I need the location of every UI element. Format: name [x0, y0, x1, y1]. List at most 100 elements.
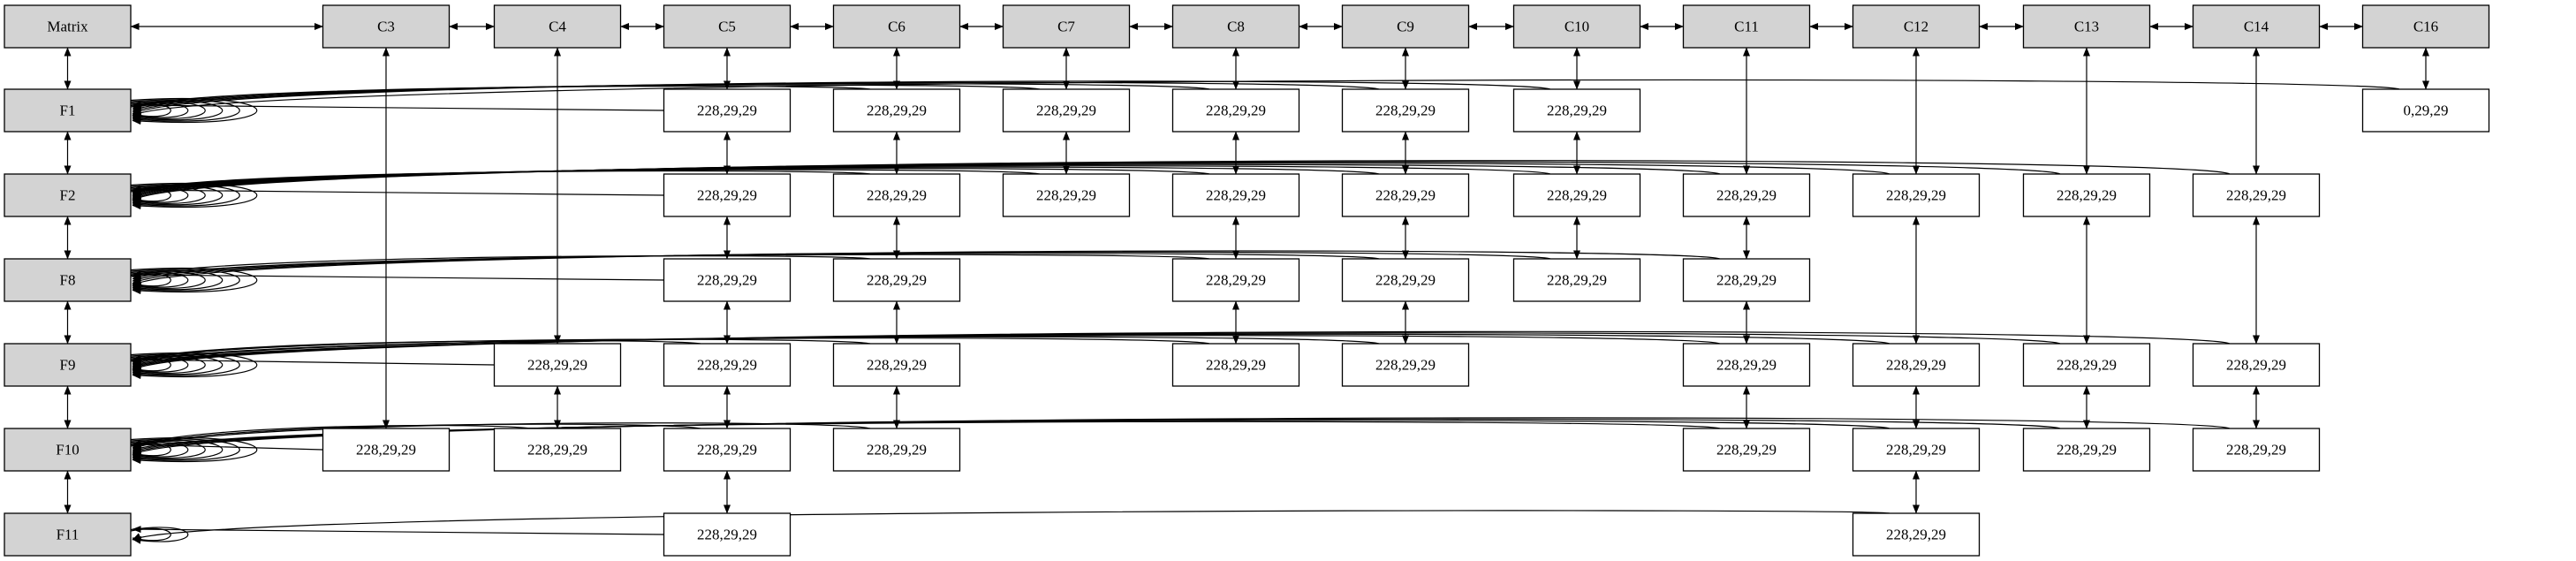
cell-node-f9-c5-box	[663, 343, 792, 387]
row-self-loop-f1	[130, 102, 189, 120]
cell-node-f8-c5: 228,29,29	[663, 258, 792, 302]
cell-node-f9-c9: 228,29,29	[1341, 343, 1470, 387]
cell-node-f9-c5: 228,29,29	[663, 343, 792, 387]
cell-node-f11-c12-label: 228,29,29	[1886, 527, 1946, 543]
row-header-f11-label: F11	[57, 527, 80, 543]
column-header-c8: C8	[1171, 4, 1300, 49]
cell-node-f10-c14-label: 228,29,29	[2226, 442, 2286, 459]
cell-node-f10-c11-box	[1682, 428, 1811, 472]
cell-node-f9-c4-box	[493, 343, 622, 387]
column-header-c9-box	[1341, 4, 1470, 49]
row-edge-f2	[132, 165, 1551, 197]
cell-node-f10-c3: 228,29,29	[322, 428, 451, 472]
cell-node-f10-c6-label: 228,29,29	[867, 442, 927, 459]
cell-node-f1-c8: 228,29,29	[1171, 88, 1300, 133]
row-edge-f8	[132, 250, 1721, 286]
row-self-loop-f8	[130, 271, 206, 292]
row-edge-f1	[132, 79, 2400, 117]
cell-node-f1-c10-label: 228,29,29	[1547, 102, 1607, 119]
row-edge-f11	[132, 510, 1890, 541]
cell-node-f2-c10-label: 228,29,29	[1547, 187, 1607, 204]
cell-node-f8-c8: 228,29,29	[1171, 258, 1300, 302]
cell-node-f8-c9-label: 228,29,29	[1375, 272, 1436, 289]
column-header-c12-box	[1852, 4, 1981, 49]
cell-node-f8-c10-box	[1512, 258, 1641, 302]
cell-node-f2-c5-box	[663, 173, 792, 217]
cell-node-f1-c16: 0,29,29	[2361, 88, 2490, 133]
cell-node-f2-c11-box	[1682, 173, 1811, 217]
cell-node-f9-c14-label: 228,29,29	[2226, 357, 2286, 374]
cell-node-f2-c5-label: 228,29,29	[697, 187, 757, 204]
row-header-f10-label: F10	[56, 442, 79, 459]
cell-node-f9-c12-label: 228,29,29	[1886, 357, 1946, 374]
edges-layer	[64, 23, 2429, 544]
cell-node-f10-c5: 228,29,29	[663, 428, 792, 472]
column-header-c11-label: C11	[1734, 19, 1759, 35]
row-header-f10: F10	[4, 428, 132, 472]
cell-node-f8-c11: 228,29,29	[1682, 258, 1811, 302]
cell-node-f1-c6-box	[832, 88, 961, 133]
column-header-c5-label: C5	[718, 19, 736, 35]
cell-node-f10-c13-box	[2022, 428, 2151, 472]
cell-node-f2-c7: 228,29,29	[1002, 173, 1131, 217]
cell-node-f2-c11-label: 228,29,29	[1716, 187, 1777, 204]
cell-node-f2-c11: 228,29,29	[1682, 173, 1811, 217]
row-self-loop-f9	[130, 357, 189, 375]
row-header-f1-box	[4, 88, 132, 133]
column-header-c5-box	[663, 4, 792, 49]
cell-node-f2-c13: 228,29,29	[2022, 173, 2151, 217]
column-header-c16-label: C16	[2413, 19, 2438, 35]
column-header-c4: C4	[493, 4, 622, 49]
row-self-loop-f2	[130, 188, 171, 204]
cell-node-f10-c13-label: 228,29,29	[2057, 442, 2117, 459]
cell-node-f8-c9-box	[1341, 258, 1470, 302]
row-self-loop-f2	[130, 187, 189, 205]
row-self-loop-f8	[130, 272, 189, 290]
row-self-loop-f10	[130, 443, 171, 459]
cell-node-f2-c7-box	[1002, 173, 1131, 217]
column-header-c9: C9	[1341, 4, 1470, 49]
cell-node-f2-c14-box	[2192, 173, 2321, 217]
row-self-loop-f8	[130, 269, 224, 292]
row-self-loop-f10	[130, 441, 206, 461]
cell-node-f9-c9-label: 228,29,29	[1375, 357, 1436, 374]
row-header-f2-label: F2	[60, 187, 76, 204]
cell-node-f10-c14-box	[2192, 428, 2321, 472]
nodes-layer: Matrix C3 C4 C5 C6 C7 C8 C9 C10 C11 C12 C13 C14 C16 F…	[4, 4, 2490, 557]
column-header-c7-label: C7	[1057, 19, 1075, 35]
cell-node-f10-c5-label: 228,29,29	[697, 442, 757, 459]
cell-node-f2-c13-box	[2022, 173, 2151, 217]
cell-node-f2-c9: 228,29,29	[1341, 173, 1470, 217]
column-header-c9-label: C9	[1397, 19, 1414, 35]
cell-node-f1-c7-label: 228,29,29	[1036, 102, 1096, 119]
column-header-c7-box	[1002, 4, 1131, 49]
cell-node-f9-c13: 228,29,29	[2022, 343, 2151, 387]
cell-node-f10-c13: 228,29,29	[2022, 428, 2151, 472]
row-self-loop-f1	[130, 99, 240, 124]
cell-node-f2-c6-label: 228,29,29	[867, 187, 927, 204]
cell-node-f10-c12-label: 228,29,29	[1886, 442, 1946, 459]
cell-node-f1-c10: 228,29,29	[1512, 88, 1641, 133]
row-edge-f10	[132, 421, 1721, 451]
cell-node-f1-c16-box	[2361, 88, 2490, 133]
column-header-c13: C13	[2022, 4, 2151, 49]
cell-node-f9-c9-box	[1341, 343, 1470, 387]
row-header-f9: F9	[4, 343, 132, 387]
cell-node-f9-c6-label: 228,29,29	[867, 357, 927, 374]
cell-node-f11-c5-box	[663, 512, 792, 557]
row-self-loop-f9	[130, 358, 171, 374]
row-self-loop-f2	[130, 185, 224, 208]
cell-node-f8-c11-box	[1682, 258, 1811, 302]
cell-node-f1-c5: 228,29,29	[663, 88, 792, 133]
cell-node-f8-c8-label: 228,29,29	[1206, 272, 1266, 289]
cell-node-f9-c6-box	[832, 343, 961, 387]
cell-node-f9-c8: 228,29,29	[1171, 343, 1300, 387]
cell-node-f1-c16-label: 0,29,29	[2404, 102, 2449, 119]
cell-node-f10-c5-box	[663, 428, 792, 472]
row-self-loop-f10	[130, 442, 189, 459]
cell-node-f10-c11: 228,29,29	[1682, 428, 1811, 472]
cell-node-f8-c10-label: 228,29,29	[1547, 272, 1607, 289]
column-header-c16-box	[2361, 4, 2490, 49]
cell-node-f2-c12-label: 228,29,29	[1886, 187, 1946, 204]
